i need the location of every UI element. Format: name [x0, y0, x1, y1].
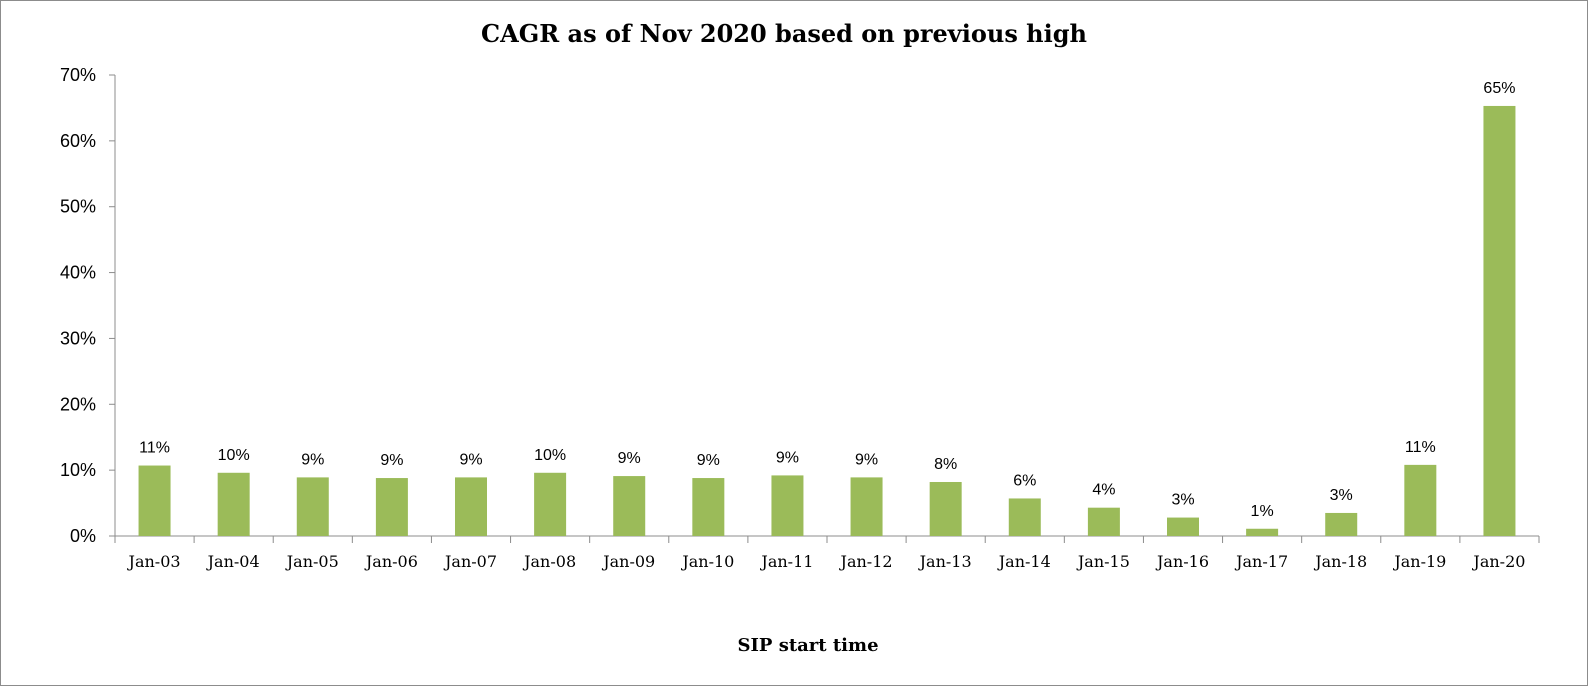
- x-tick-label: Jan-19: [1392, 552, 1446, 571]
- x-tick-label: Jan-15: [1076, 552, 1130, 571]
- x-tick-label: Jan-03: [127, 552, 181, 571]
- bar: [613, 476, 646, 536]
- bar: [1008, 498, 1041, 536]
- data-label: 4%: [1092, 482, 1115, 499]
- data-label: 1%: [1251, 503, 1274, 520]
- bar: [692, 478, 725, 536]
- data-label: 9%: [301, 451, 324, 468]
- x-tick-label: Jan-17: [1234, 552, 1288, 571]
- bar: [1404, 464, 1437, 536]
- x-tick-label: Jan-05: [285, 552, 339, 571]
- bar: [1325, 512, 1358, 536]
- x-tick-label: Jan-06: [364, 552, 418, 571]
- data-label: 9%: [459, 451, 482, 468]
- data-label: 9%: [776, 449, 799, 466]
- bar: [850, 477, 883, 536]
- data-label: 11%: [1405, 439, 1436, 456]
- bar: [1087, 507, 1120, 536]
- bar: [296, 477, 329, 536]
- x-tick-label: Jan-04: [206, 552, 260, 571]
- y-tick-label: 30%: [60, 328, 96, 348]
- x-axis: Jan-03 Jan-04 Jan-05 Jan-06 Jan-07 Jan-08 Jan-…: [114, 535, 1540, 571]
- data-label: 6%: [1013, 472, 1036, 489]
- data-label: 3%: [1171, 492, 1194, 509]
- x-tick-label: Jan-12: [839, 552, 893, 571]
- y-axis: 0% 10% 20% 30% 40% 50% 60% 70%: [60, 65, 116, 546]
- chart-title: CAGR as of Nov 2020 based on previous hi…: [481, 19, 1087, 48]
- bar: [455, 477, 487, 536]
- data-label: 9%: [380, 452, 403, 469]
- bars: [138, 105, 1516, 537]
- y-tick-label: 70%: [60, 65, 96, 85]
- x-tick-label: Jan-13: [918, 552, 972, 571]
- y-tick-label: 50%: [60, 197, 96, 217]
- data-label: 11%: [139, 440, 170, 457]
- x-tick-label: Jan-10: [680, 552, 734, 571]
- x-tick-label: Jan-20: [1471, 552, 1525, 571]
- data-label: 9%: [855, 451, 878, 468]
- data-label: 10%: [218, 447, 250, 464]
- data-label: 9%: [697, 452, 720, 469]
- bar: [375, 478, 408, 536]
- bar: [929, 481, 962, 536]
- x-axis-label: SIP start time: [737, 635, 878, 656]
- x-tick-label: Jan-07: [443, 552, 497, 571]
- y-tick-label: 0%: [70, 526, 96, 546]
- y-tick-label: 40%: [60, 263, 96, 283]
- bar: [1246, 528, 1279, 536]
- x-tick-label: Jan-11: [759, 552, 813, 571]
- data-label: 3%: [1330, 487, 1353, 504]
- bar: [217, 472, 250, 536]
- data-label: 10%: [534, 447, 566, 464]
- x-tick-label: Jan-16: [1155, 552, 1209, 571]
- bar: [138, 465, 171, 536]
- y-tick-label: 20%: [60, 394, 96, 414]
- x-tick-label: Jan-14: [997, 552, 1051, 571]
- data-label: 8%: [934, 456, 957, 473]
- x-tick-label: Jan-09: [601, 552, 655, 571]
- y-tick-label: 60%: [60, 131, 96, 151]
- data-label: 9%: [618, 450, 641, 467]
- bar: [534, 472, 567, 536]
- x-tick-label: Jan-18: [1313, 552, 1367, 571]
- y-tick-label: 10%: [60, 460, 96, 480]
- bar: [1167, 517, 1199, 536]
- bar: [771, 475, 804, 536]
- data-labels: 11% 10% 9% 9% 9% 10% 9% 9% 9% 9% 8% 6% 4% 3% 1% 3% 11% 65…: [139, 80, 1515, 520]
- bar: [1483, 105, 1516, 537]
- x-tick-label: Jan-08: [522, 552, 576, 571]
- data-label: 65%: [1483, 80, 1515, 97]
